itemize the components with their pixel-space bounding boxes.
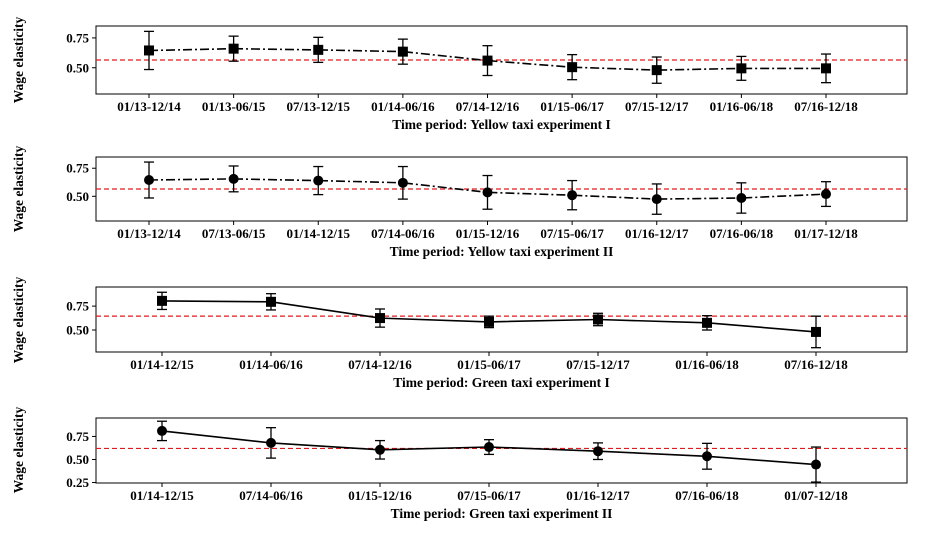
x-tick-label: 01/15-06/17 bbox=[540, 99, 604, 114]
y-tick-label: 0.50 bbox=[66, 452, 89, 467]
data-point bbox=[482, 187, 493, 198]
x-tick-label: 01/14-06/16 bbox=[239, 357, 303, 372]
data-point bbox=[144, 175, 154, 186]
plot-frame bbox=[95, 286, 908, 353]
y-axis-title: Wage elasticity bbox=[11, 406, 26, 493]
data-point bbox=[266, 296, 276, 307]
data-point bbox=[736, 63, 747, 74]
data-point bbox=[702, 317, 712, 328]
data-point bbox=[375, 444, 385, 455]
x-axis-title: Time period: Green taxi experiment I bbox=[393, 375, 610, 390]
x-tick-label: 07/16-06/18 bbox=[675, 488, 739, 503]
data-point bbox=[266, 437, 276, 448]
data-point bbox=[397, 177, 408, 188]
data-point bbox=[228, 173, 239, 184]
data-point bbox=[567, 62, 578, 73]
x-tick-label: 07/15-06/17 bbox=[540, 226, 604, 241]
x-tick-label: 01/15-12/16 bbox=[348, 488, 412, 503]
x-tick-label: 01/14-12/15 bbox=[286, 226, 350, 241]
data-point bbox=[397, 46, 408, 57]
y-tick-label: 0.75 bbox=[66, 299, 89, 314]
x-axis-title: Time period: Green taxi experiment II bbox=[391, 506, 613, 521]
data-point bbox=[157, 425, 167, 436]
x-tick-label: 07/14-06/16 bbox=[371, 226, 435, 241]
data-point bbox=[821, 189, 831, 200]
x-tick-label: 07/13-06/15 bbox=[202, 226, 266, 241]
x-tick-label: 07/16-12/18 bbox=[784, 357, 848, 372]
x-tick-label: 07/14-12/16 bbox=[348, 357, 412, 372]
y-tick-label: 0.25 bbox=[66, 475, 89, 490]
data-point bbox=[482, 55, 493, 66]
x-tick-label: 07/13-12/15 bbox=[286, 99, 350, 114]
y-axis-title: Wage elasticity bbox=[11, 276, 26, 363]
chart-panel-1: 0.50 0.75 Wage elasticity 01/13-12/14 01/13-… bbox=[11, 16, 908, 132]
data-point bbox=[736, 192, 747, 203]
x-tick-label: 01/17-12/18 bbox=[794, 226, 858, 241]
data-point bbox=[811, 459, 821, 470]
x-tick-label: 07/15-06/17 bbox=[457, 488, 521, 503]
y-tick-label: 0.75 bbox=[66, 161, 89, 176]
x-tick-label: 07/15-12/17 bbox=[625, 99, 689, 114]
chart-panel-4: 0.25 0.50 0.75 Wage elasticity 01/14-12/15 07… bbox=[11, 406, 908, 521]
x-tick-label: 01/16-06/18 bbox=[675, 357, 739, 372]
x-tick-label: 01/07-12/18 bbox=[784, 488, 848, 503]
x-tick-label: 01/15-12/16 bbox=[456, 226, 520, 241]
series-line bbox=[148, 178, 827, 200]
x-tick-label: 01/13-06/15 bbox=[202, 99, 266, 114]
plot-frame bbox=[95, 417, 908, 484]
data-point bbox=[484, 316, 494, 327]
data-point bbox=[157, 295, 167, 306]
y-tick-label: 0.75 bbox=[66, 30, 89, 45]
x-tick-label: 01/14-06/16 bbox=[371, 99, 435, 114]
y-tick-label: 0.50 bbox=[66, 189, 89, 204]
data-point bbox=[484, 442, 494, 453]
y-axis-title: Wage elasticity bbox=[11, 16, 26, 103]
x-tick-label: 07/15-12/17 bbox=[566, 357, 630, 372]
y-tick-label: 0.75 bbox=[66, 429, 89, 444]
data-point bbox=[593, 446, 603, 457]
data-point bbox=[821, 63, 831, 74]
x-tick-label: 07/14-12/16 bbox=[456, 99, 520, 114]
x-axis-title: Time period: Yellow taxi experiment II bbox=[390, 244, 614, 259]
x-tick-label: 01/16-12/17 bbox=[625, 226, 689, 241]
data-point bbox=[811, 326, 821, 337]
data-point bbox=[593, 314, 603, 325]
x-tick-label: 01/15-06/17 bbox=[457, 357, 521, 372]
data-point bbox=[228, 43, 239, 54]
series-line bbox=[148, 47, 826, 71]
chart-panel-2: 0.50 0.75 Wage elasticity 01/13-12/14 07/13-… bbox=[11, 145, 908, 259]
x-tick-label: 01/13-12/14 bbox=[117, 226, 181, 241]
data-point bbox=[375, 313, 385, 324]
y-axis-title: Wage elasticity bbox=[11, 145, 26, 232]
x-tick-label: 01/16-12/17 bbox=[566, 488, 630, 503]
data-point bbox=[702, 451, 712, 462]
x-tick-label: 01/16-06/18 bbox=[710, 99, 774, 114]
data-point bbox=[144, 45, 154, 56]
data-point bbox=[313, 44, 324, 55]
y-tick-label: 0.50 bbox=[66, 60, 89, 75]
data-point bbox=[651, 194, 662, 205]
x-tick-label: 07/14-06/16 bbox=[239, 488, 303, 503]
x-tick-label: 07/16-06/18 bbox=[710, 226, 774, 241]
data-point bbox=[651, 65, 662, 76]
x-axis-title: Time period: Yellow taxi experiment I bbox=[392, 117, 611, 132]
data-point bbox=[567, 190, 578, 201]
x-tick-label: 01/14-12/15 bbox=[130, 357, 194, 372]
x-tick-label: 07/16-12/18 bbox=[794, 99, 858, 114]
y-tick-label: 0.50 bbox=[66, 323, 89, 338]
chart-panel-3: 0.50 0.75 Wage elasticity 01/14-12/15 01/14-… bbox=[11, 276, 908, 390]
x-tick-label: 01/14-12/15 bbox=[130, 488, 194, 503]
x-tick-label: 01/13-12/14 bbox=[117, 99, 181, 114]
data-point bbox=[313, 175, 324, 186]
